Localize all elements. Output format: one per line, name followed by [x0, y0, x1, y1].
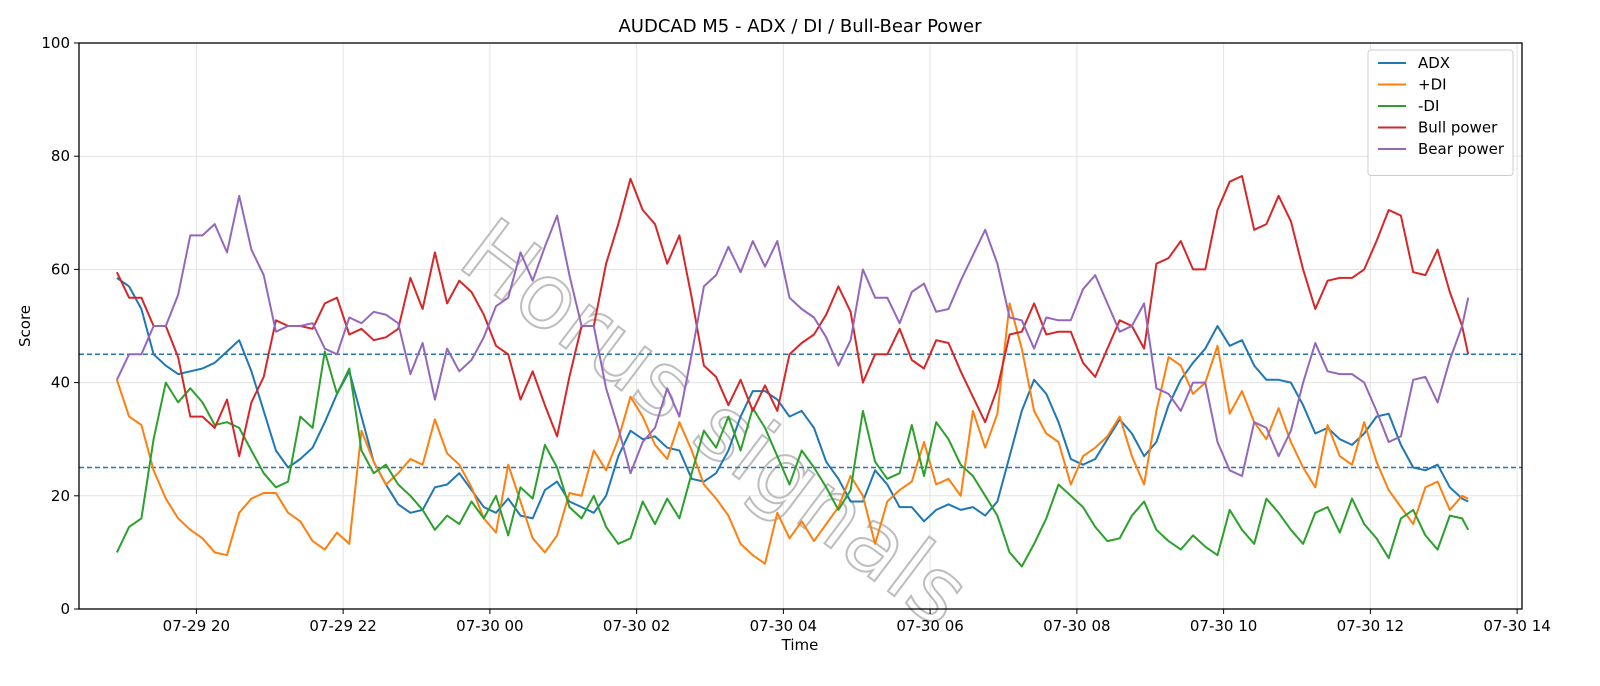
reference-lines [79, 353, 1522, 469]
series-line-di [115, 350, 1470, 568]
series-line-bull-power [115, 175, 1470, 458]
legend-entry: +DI [1418, 76, 1447, 94]
y-tick-label: 100 [41, 34, 70, 52]
series-lines [115, 175, 1470, 568]
y-tick-label: 20 [51, 487, 70, 505]
legend: ADX +DI -DI Bull power Bear power [1367, 49, 1514, 176]
y-tick-label: 60 [51, 260, 70, 278]
x-tick-label: 07-30 10 [1190, 617, 1257, 635]
x-tick-label: 07-30 04 [750, 617, 817, 635]
x-tick-label: 07-29 22 [309, 617, 376, 635]
chart-title: AUDCAD M5 - ADX / DI / Bull-Bear Power [618, 16, 982, 37]
legend-entry: ADX [1418, 54, 1450, 72]
legend-entry: -DI [1418, 97, 1439, 115]
y-tick-label: 80 [51, 147, 70, 165]
x-tick-label: 07-30 14 [1483, 617, 1550, 635]
legend-entry: Bear power [1418, 140, 1505, 158]
y-axis-label: Score [16, 305, 34, 347]
x-tick-label: 07-30 00 [456, 617, 523, 635]
x-tick-label: 07-30 12 [1337, 617, 1404, 635]
x-tick-label: 07-30 06 [896, 617, 963, 635]
y-axis-ticks: 0 20 40 60 80 100 [41, 34, 79, 618]
x-tick-label: 07-29 20 [163, 617, 230, 635]
x-axis-label: Time [781, 636, 819, 654]
legend-entry: Bull power [1418, 119, 1498, 137]
legend-box [1367, 49, 1514, 176]
x-tick-label: 07-30 08 [1043, 617, 1110, 635]
y-tick-label: 0 [60, 600, 70, 618]
x-axis-ticks: 07-29 20 07-29 22 07-30 00 07-30 02 07-30 04… [163, 609, 1551, 635]
plot-area [79, 43, 1522, 609]
series-line-bear-power [115, 194, 1470, 477]
series-line-di [115, 302, 1469, 565]
plot-frame [78, 42, 1523, 610]
x-tick-label: 07-30 02 [603, 617, 670, 635]
y-tick-label: 40 [51, 374, 70, 392]
